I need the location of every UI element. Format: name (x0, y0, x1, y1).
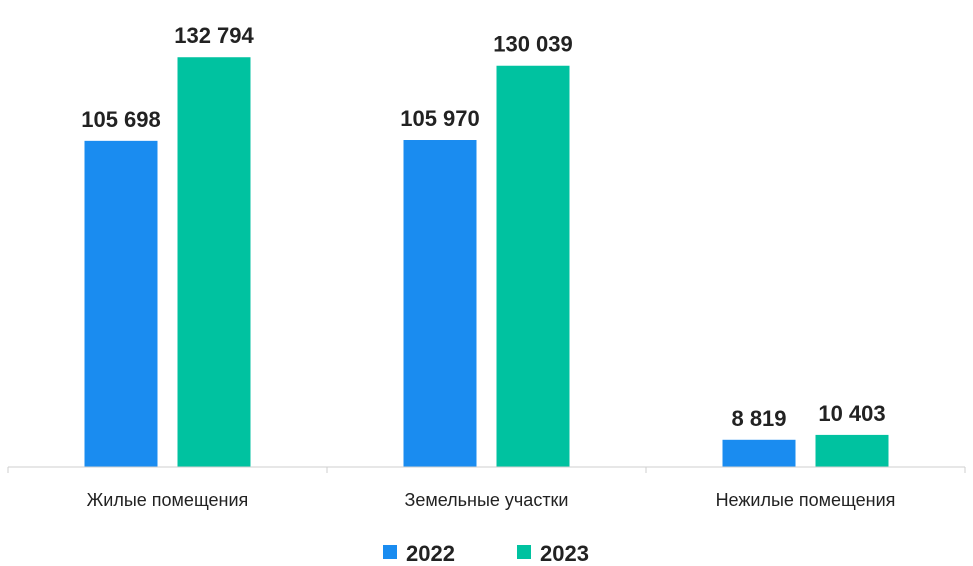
x-axis-ticks (7, 467, 966, 473)
bar-2022-2 (403, 140, 477, 468)
bar-2023-1 (177, 57, 251, 467)
bars-layer (84, 57, 889, 468)
bar-2023-3 (815, 434, 889, 467)
legend-swatch-2023 (517, 545, 531, 559)
legend-label-2022: 2022 (406, 541, 455, 566)
value-labels-layer: 105 698 132 794 105 970 130 039 8 819 10 403 (81, 23, 885, 431)
data-label: 8 819 (731, 406, 786, 431)
category-label: Нежилые помещения (716, 490, 896, 510)
bar-2022-3 (722, 439, 796, 467)
category-label: Земельные участки (404, 490, 568, 510)
bar-2023-2 (496, 65, 570, 467)
legend: 2022 2023 (383, 541, 589, 566)
legend-label-2023: 2023 (540, 541, 589, 566)
legend-swatch-2022 (383, 545, 397, 559)
category-label: Жилые помещения (87, 490, 249, 510)
data-label: 132 794 (174, 23, 254, 48)
data-label: 10 403 (818, 401, 885, 426)
data-label: 130 039 (493, 32, 573, 57)
data-label: 105 970 (400, 106, 480, 131)
data-label: 105 698 (81, 107, 161, 132)
bar-2022-1 (84, 140, 158, 467)
category-labels: Жилые помещения Земельные участки Нежилые … (87, 490, 896, 510)
